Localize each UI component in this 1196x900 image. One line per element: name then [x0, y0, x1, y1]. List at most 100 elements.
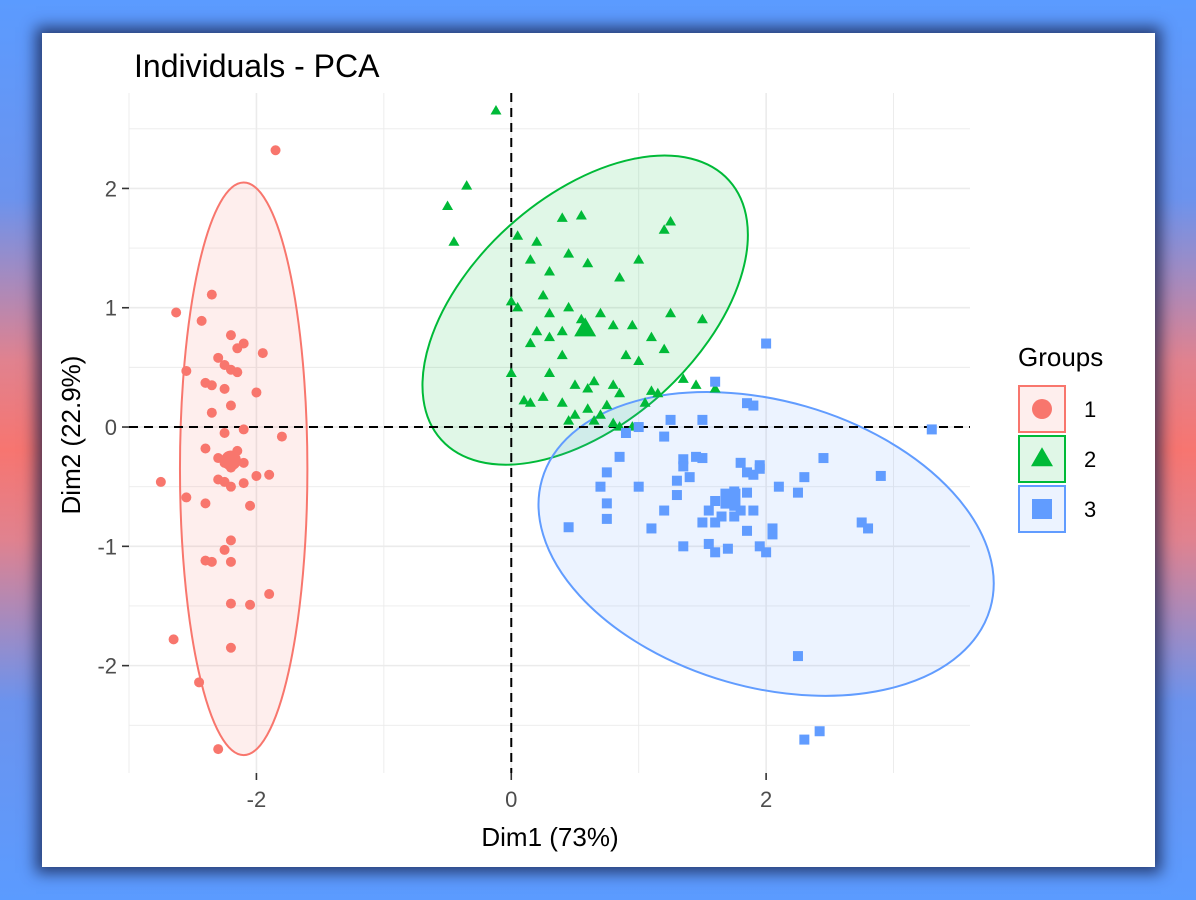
point-group-2 [556, 397, 568, 407]
point-group-1 [251, 387, 262, 398]
x-axis-label: Dim1 (73%) [481, 822, 618, 852]
point-group-2 [633, 254, 645, 264]
point-group-1 [225, 330, 236, 341]
point-group-3 [710, 496, 721, 506]
point-group-3 [710, 547, 721, 558]
legend-label-group-1: 1 [1084, 397, 1096, 422]
point-group-1 [200, 443, 211, 454]
point-group-1 [171, 307, 182, 318]
point-group-2 [563, 248, 575, 258]
point-group-3 [799, 734, 810, 745]
point-group-3 [697, 517, 708, 528]
point-group-3 [761, 338, 772, 349]
point-group-3 [614, 451, 625, 462]
point-group-2 [442, 200, 454, 210]
point-group-3 [735, 457, 746, 468]
reference-lines [129, 93, 970, 773]
point-group-3 [703, 538, 714, 549]
point-group-2 [645, 331, 657, 342]
point-group-2 [594, 307, 606, 318]
point-group-2 [665, 215, 677, 226]
point-group-3 [678, 461, 689, 472]
point-group-3 [601, 513, 612, 524]
point-group-2 [556, 325, 568, 336]
point-group-2 [652, 387, 664, 398]
point-group-3 [767, 529, 778, 540]
point-group-1 [264, 589, 275, 600]
x-tick-label: 2 [760, 787, 772, 812]
point-group-3 [595, 481, 606, 492]
point-group-2 [614, 272, 626, 282]
point-group-2 [607, 379, 619, 389]
point-group-3 [620, 428, 631, 438]
point-group-3 [633, 422, 644, 433]
point-group-3 [748, 505, 759, 516]
point-group-3 [633, 481, 644, 492]
point-group-3 [710, 517, 721, 528]
y-tick-label: 0 [105, 415, 117, 440]
point-group-2 [461, 180, 473, 190]
point-group-1 [232, 343, 243, 354]
point-group-2 [658, 224, 670, 234]
point-group-3 [792, 487, 803, 498]
point-group-2 [588, 415, 600, 425]
point-group-2 [626, 319, 638, 330]
legend-title: Groups [1018, 342, 1103, 372]
point-group-2 [677, 373, 689, 383]
point-group-3 [863, 523, 874, 534]
point-group-3 [792, 651, 803, 662]
point-group-3 [601, 498, 612, 509]
point-group-1 [225, 556, 236, 567]
point-group-2 [582, 257, 594, 268]
point-group-1 [264, 469, 275, 480]
point-group-3 [563, 522, 574, 533]
point-group-2 [531, 236, 543, 246]
point-group-2 [531, 325, 543, 336]
point-group-2 [556, 349, 568, 360]
point-group-1 [206, 289, 217, 300]
point-group-3 [735, 505, 746, 516]
point-group-3 [665, 414, 676, 425]
centroid-group-1 [220, 450, 241, 471]
point-group-1 [225, 400, 236, 411]
legend-marker-group-2 [1031, 447, 1053, 467]
point-group-3 [671, 490, 682, 501]
point-group-2 [512, 230, 524, 240]
point-group-3 [646, 523, 657, 534]
point-group-2 [690, 379, 702, 389]
point-group-1 [206, 380, 217, 391]
point-group-3 [722, 543, 733, 554]
point-group-2 [544, 307, 555, 318]
point-group-3 [678, 541, 689, 552]
point-group-3 [684, 472, 695, 483]
point-group-2 [582, 403, 594, 413]
point-group-2 [556, 212, 568, 222]
point-group-2 [544, 266, 555, 276]
point-group-2 [512, 301, 524, 312]
point-group-2 [544, 331, 555, 342]
confidence-ellipses [178, 154, 995, 757]
point-group-1 [245, 500, 256, 511]
legend: Groups 1 2 3 [1018, 342, 1103, 533]
point-group-2 [645, 385, 657, 395]
point-group-2 [665, 307, 677, 318]
point-group-2 [524, 337, 536, 348]
point-group-3 [754, 541, 765, 552]
point-group-1 [196, 315, 207, 326]
point-group-2 [607, 319, 619, 330]
data-points [155, 105, 937, 755]
point-group-2 [582, 382, 594, 393]
point-group-3 [767, 523, 778, 534]
point-group-1 [206, 407, 217, 418]
pca-scatter-chart: Individuals - PCA -2 0 2 -2 -1 0 1 2 Dim1 (73%)… [56, 48, 1103, 852]
point-group-1 [206, 556, 217, 567]
point-group-1 [232, 367, 243, 378]
chart-title: Individuals - PCA [134, 48, 380, 84]
point-group-3 [818, 453, 829, 464]
legend-marker-group-3 [1032, 499, 1052, 519]
point-group-1 [219, 383, 230, 394]
x-tick-label: -2 [247, 787, 267, 812]
axes: -2 0 2 -2 -1 0 1 2 [97, 176, 772, 812]
point-group-3 [742, 525, 753, 536]
point-group-3 [742, 487, 753, 498]
